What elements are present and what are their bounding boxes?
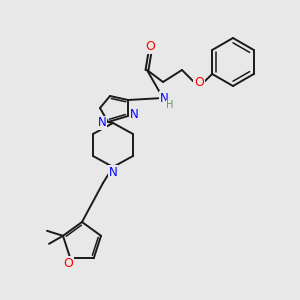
- Text: O: O: [145, 40, 155, 53]
- Text: O: O: [63, 257, 73, 270]
- Text: O: O: [194, 76, 204, 88]
- Text: N: N: [98, 116, 106, 130]
- Text: N: N: [130, 109, 138, 122]
- Text: H: H: [166, 100, 174, 110]
- Text: N: N: [160, 92, 168, 104]
- Text: N: N: [109, 166, 117, 178]
